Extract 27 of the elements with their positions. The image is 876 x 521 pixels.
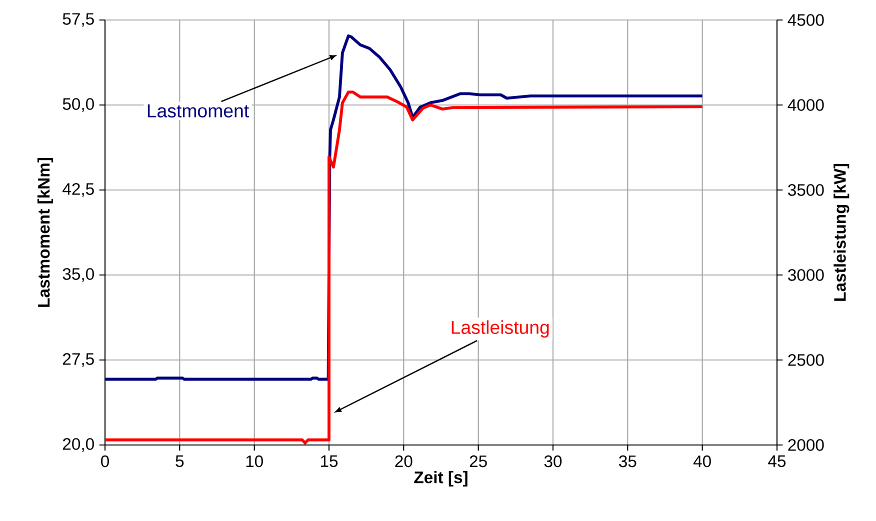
y2-tick-label: 2500: [788, 354, 824, 366]
x-tick-label: 40: [693, 455, 711, 468]
y-tick-label: 27,5: [63, 353, 94, 367]
x-tick-label: 0: [101, 455, 109, 468]
x-tick-label: 15: [321, 455, 338, 468]
y2-axis-title: Lastleistung [kW]: [834, 164, 850, 301]
text: Lastmoment: [148, 104, 249, 118]
y-axis-title: Lastmoment [kNm]: [37, 158, 54, 307]
y-tick-label: 57,5: [62, 13, 94, 27]
text: Lastleistung: [452, 320, 549, 338]
x-tick-label: 25: [470, 455, 487, 468]
y2-tick-label: 2000: [788, 439, 824, 451]
x-axis-title: Zeit [s]: [414, 471, 468, 487]
x-tick-label: 5: [176, 455, 184, 468]
x-tick-label: 30: [544, 455, 562, 468]
y2-tick-label: 4000: [788, 99, 824, 111]
x-tick-label: 35: [619, 455, 636, 468]
y-tick-label: 20,0: [63, 438, 94, 452]
x-tick-label: 10: [246, 455, 263, 468]
x-tick-label: 20: [395, 455, 412, 468]
y2-tick-label: 3000: [788, 269, 824, 281]
y2-tick-label: 4500: [788, 14, 824, 26]
x-tick-label: 45: [768, 455, 786, 468]
y2-tick-label: 3500: [788, 184, 824, 196]
y-tick-label: 50,0: [62, 98, 94, 112]
y-tick-label: 42,5: [62, 183, 94, 197]
y-tick-label: 35,0: [62, 268, 94, 282]
